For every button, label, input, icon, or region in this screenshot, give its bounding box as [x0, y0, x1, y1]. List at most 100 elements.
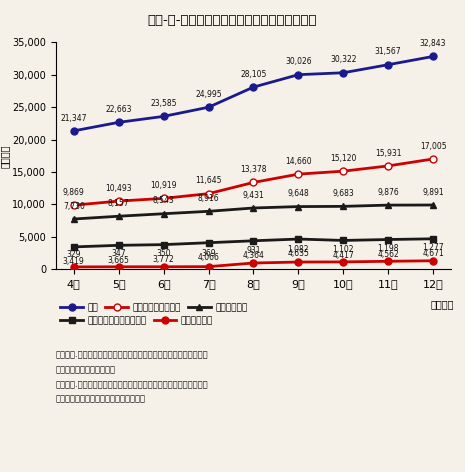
総額 [296, 72, 301, 77]
総額 [161, 114, 166, 119]
Text: （年度）: （年度） [430, 300, 454, 310]
国立大学経費 [385, 202, 391, 208]
国立大学経費 [430, 202, 436, 208]
Line: 総額: 総額 [70, 53, 437, 135]
国立試験研究機関等経費 [385, 236, 391, 242]
Text: 30,026: 30,026 [285, 57, 312, 67]
Text: ２.科学技術基本計画の策定を踏まえ、平成８年度以降、対象: ２.科学技術基本計画の策定を踏まえ、平成８年度以降、対象 [56, 380, 208, 389]
Line: 国立試験研究機関等経費: 国立試験研究機関等経費 [70, 236, 437, 250]
Text: 1,277: 1,277 [422, 244, 444, 253]
国立試験研究機関等経費 [161, 242, 166, 247]
Text: 329: 329 [66, 250, 81, 259]
Text: 30,322: 30,322 [330, 55, 357, 65]
Text: 10,919: 10,919 [150, 181, 177, 190]
助成費・政府出資金 [385, 163, 391, 169]
助成費・政府出資金 [340, 169, 346, 174]
国立大学経費 [71, 216, 77, 222]
国立試験研究機関等経費 [251, 238, 256, 244]
Text: 15,120: 15,120 [330, 154, 357, 163]
Text: 3,665: 3,665 [108, 256, 130, 265]
行政費その他 [161, 264, 166, 270]
国立試験研究機関等経費 [340, 237, 346, 243]
総額 [385, 62, 391, 67]
行政費その他 [430, 258, 436, 263]
Y-axis label: （億円）: （億円） [0, 144, 9, 168]
Text: 11,645: 11,645 [195, 177, 222, 185]
Text: 分担金等を含む。: 分担金等を含む。 [56, 365, 116, 374]
Text: 28,105: 28,105 [240, 70, 266, 79]
Text: 9,891: 9,891 [422, 188, 444, 197]
Text: 9,869: 9,869 [63, 188, 85, 197]
Text: 8,157: 8,157 [108, 199, 129, 208]
総額 [340, 70, 346, 76]
行政費その他 [251, 260, 256, 266]
国立試験研究機関等経費 [430, 236, 436, 242]
Text: 7,730: 7,730 [63, 202, 85, 211]
Text: 4,364: 4,364 [242, 251, 265, 260]
Text: 注）　１.助成費・政府出資金は、補助金のほか、委託費、出資金、: 注） １.助成費・政府出資金は、補助金のほか、委託費、出資金、 [56, 351, 208, 360]
Text: 8,916: 8,916 [198, 194, 219, 203]
助成費・政府出資金 [430, 156, 436, 162]
Text: 9,876: 9,876 [377, 188, 399, 197]
行政費その他 [71, 264, 77, 270]
行政費その他 [385, 259, 391, 264]
Text: 10,493: 10,493 [106, 184, 132, 193]
Text: 3,772: 3,772 [153, 255, 174, 264]
Text: 17,005: 17,005 [420, 142, 446, 151]
Line: 国立大学経費: 国立大学経費 [70, 202, 437, 222]
総額 [206, 104, 211, 110]
Text: 1,102: 1,102 [332, 244, 354, 253]
Text: 第３-１-５図　科学技術関係経費の項目別推移: 第３-１-５図 科学技術関係経費の項目別推移 [148, 14, 317, 27]
助成費・政府出資金 [206, 191, 211, 196]
総額 [430, 54, 436, 59]
国立大学経費 [116, 213, 121, 219]
総額 [71, 128, 77, 134]
Text: 4,066: 4,066 [198, 253, 219, 262]
行政費その他 [296, 259, 301, 265]
Text: 1,198: 1,198 [378, 244, 399, 253]
Text: 350: 350 [156, 249, 171, 259]
Text: 3,419: 3,419 [63, 257, 85, 266]
Text: 23,585: 23,585 [150, 99, 177, 108]
Text: 4,417: 4,417 [332, 251, 354, 260]
Text: 931: 931 [246, 246, 261, 255]
Text: 15,931: 15,931 [375, 149, 401, 158]
Text: 347: 347 [112, 250, 126, 259]
Text: 369: 369 [201, 249, 216, 258]
Text: 21,347: 21,347 [60, 114, 87, 123]
Text: 4,671: 4,671 [422, 249, 444, 258]
Text: 9,683: 9,683 [332, 189, 354, 198]
国立大学経費 [340, 203, 346, 209]
Text: 9,431: 9,431 [243, 191, 264, 200]
国立大学経費 [296, 204, 301, 210]
国立試験研究機関等経費 [71, 244, 77, 250]
Text: 14,660: 14,660 [285, 157, 312, 166]
Line: 助成費・政府出資金: 助成費・政府出資金 [70, 155, 437, 209]
総額 [116, 119, 121, 125]
Legend: 国立試験研究機関等経費, 行政費その他: 国立試験研究機関等経費, 行政費その他 [60, 317, 213, 326]
国立試験研究機関等経費 [116, 243, 121, 248]
国立試験研究機関等経費 [206, 240, 211, 245]
国立大学経費 [251, 205, 256, 211]
行政費その他 [340, 259, 346, 265]
Text: 4,562: 4,562 [377, 250, 399, 259]
Text: 31,567: 31,567 [375, 47, 401, 56]
国立大学経費 [206, 209, 211, 214]
助成費・政府出資金 [296, 171, 301, 177]
総額 [251, 84, 256, 90]
Text: 22,663: 22,663 [106, 105, 132, 114]
Text: 32,843: 32,843 [420, 39, 446, 48]
助成費・政府出資金 [251, 180, 256, 185]
助成費・政府出資金 [161, 195, 166, 201]
Text: 4,635: 4,635 [287, 250, 309, 259]
行政費その他 [116, 264, 121, 270]
助成費・政府出資金 [71, 202, 77, 208]
行政費その他 [206, 264, 211, 270]
Text: 経費の範囲が見直されている。: 経費の範囲が見直されている。 [56, 395, 146, 404]
国立大学経費 [161, 211, 166, 217]
国立試験研究機関等経費 [296, 236, 301, 242]
Text: 13,378: 13,378 [240, 165, 266, 174]
Text: 1,082: 1,082 [287, 244, 309, 254]
Text: 9,648: 9,648 [287, 189, 309, 198]
Text: 24,995: 24,995 [195, 90, 222, 99]
